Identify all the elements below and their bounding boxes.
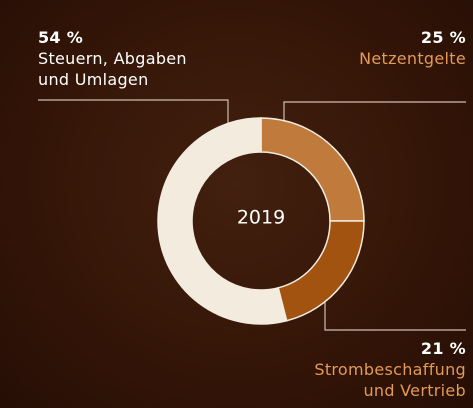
donut-segment	[277, 220, 365, 322]
donut-segment	[157, 117, 288, 325]
category-label: Steuern, Abgaben und Umlagen	[38, 49, 187, 89]
value-label: 54 %	[38, 28, 84, 47]
category-label: Strombeschaffung und Vertrieb	[314, 360, 466, 400]
leader-line	[324, 292, 466, 331]
center-label: 2019	[237, 207, 285, 229]
category-label: Netzentgelte	[359, 49, 466, 68]
segments	[157, 117, 365, 325]
value-label: 21 %	[420, 339, 466, 358]
value-label: 25 %	[420, 28, 466, 47]
